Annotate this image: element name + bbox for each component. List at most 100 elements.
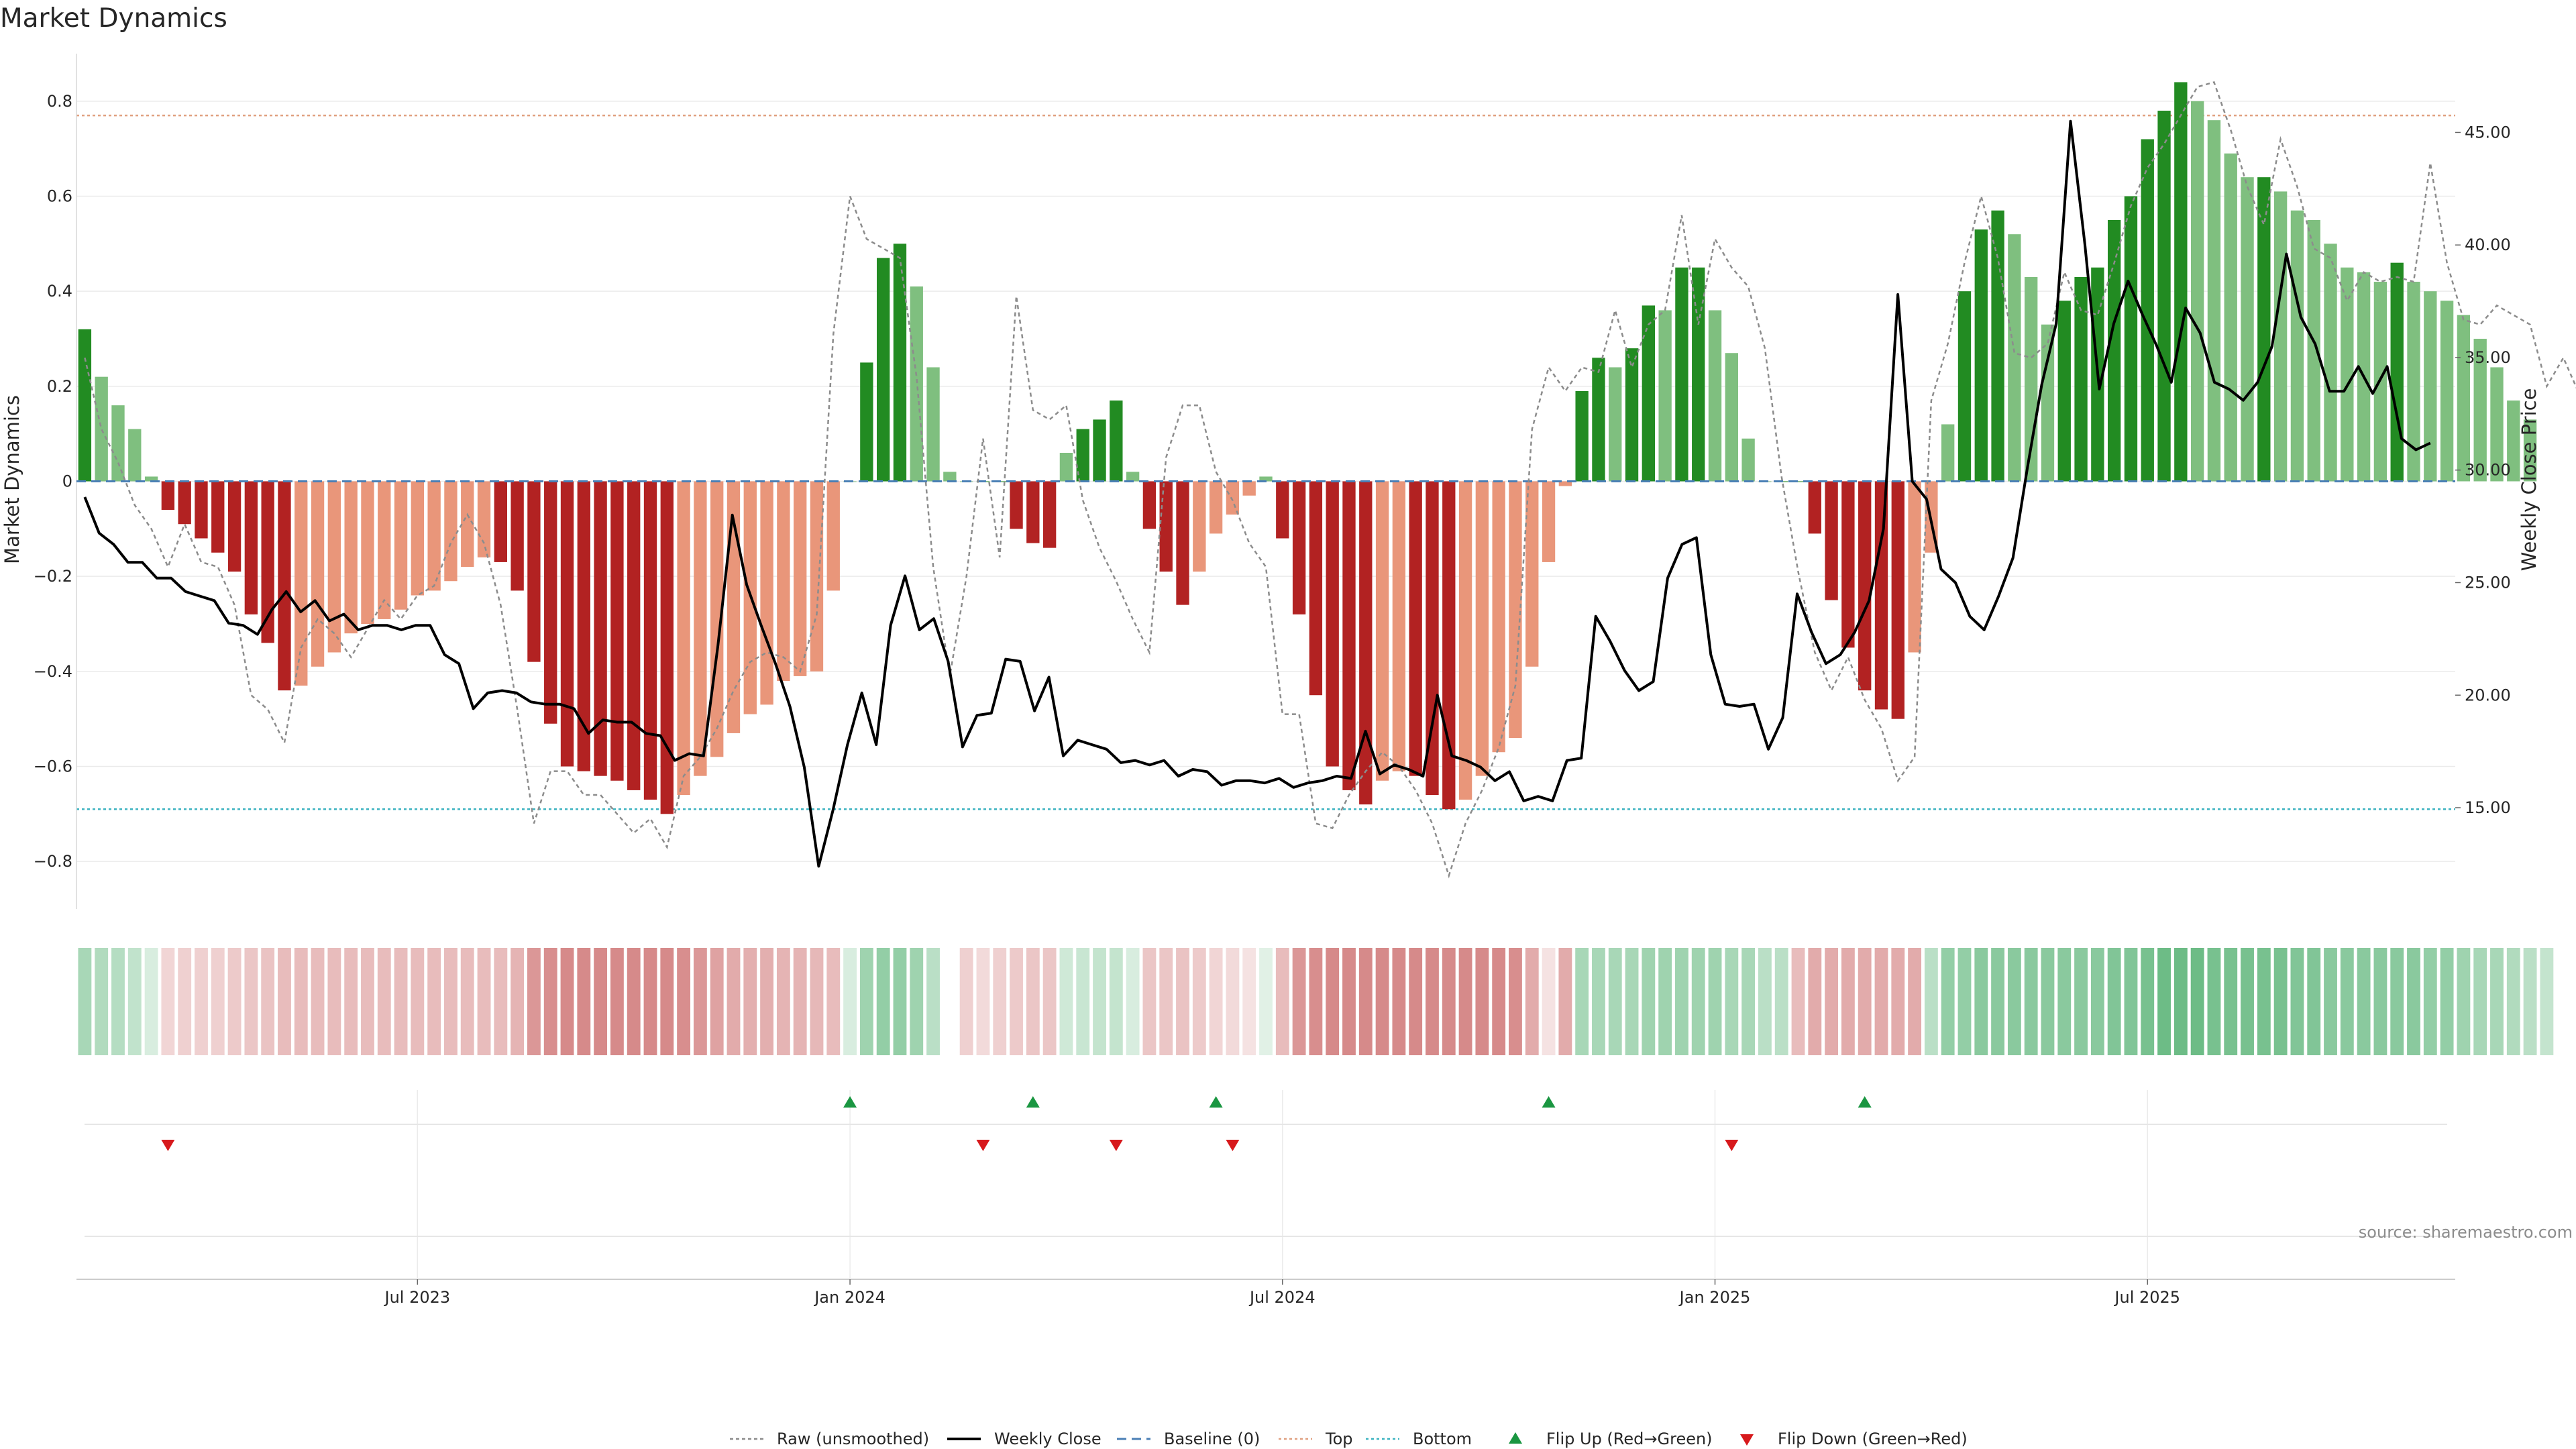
intensity-cell — [2506, 948, 2520, 1055]
legend-label: Raw (unsmoothed) — [777, 1430, 929, 1448]
momentum-bar — [1941, 424, 1955, 482]
intensity-cell — [1658, 948, 1672, 1055]
momentum-bar — [594, 481, 607, 776]
right-tick-label: 20.00 — [2465, 686, 2511, 704]
intensity-cell — [1475, 948, 1489, 1055]
intensity-cell — [743, 948, 757, 1055]
intensity-cell — [460, 948, 474, 1055]
flip-markers-panel — [85, 1096, 2447, 1151]
flip-up-marker — [1542, 1096, 1556, 1108]
momentum-bar — [1110, 400, 1123, 482]
intensity-cell — [1758, 948, 1772, 1055]
intensity-cell — [1192, 948, 1206, 1055]
intensity-cell — [2357, 948, 2371, 1055]
intensity-cell — [1226, 948, 1240, 1055]
intensity-cell — [543, 948, 557, 1055]
intensity-cell — [327, 948, 341, 1055]
intensity-cell — [1974, 948, 1988, 1055]
intensity-cell — [2390, 948, 2404, 1055]
intensity-cell — [1426, 948, 1439, 1055]
intensity-cell — [2523, 948, 2537, 1055]
intensity-cell — [2157, 948, 2171, 1055]
momentum-bar — [494, 481, 507, 562]
intensity-cell — [2124, 948, 2138, 1055]
x-tick-label: Jan 2024 — [813, 1288, 885, 1307]
intensity-cell — [1242, 948, 1256, 1055]
legend-swatch — [1740, 1434, 1754, 1446]
momentum-bar — [2407, 282, 2420, 482]
lines-layer — [83, 80, 2576, 879]
momentum-bar — [2507, 400, 2520, 482]
momentum-bar — [1426, 481, 1439, 795]
intensity-cell — [1492, 948, 1506, 1055]
left-y-axis: 0.8 0.6 0.4 0.2 0 −0.2 −0.4 −0.6 −0.8 — [34, 92, 72, 871]
momentum-bar — [461, 481, 474, 567]
momentum-bar — [1359, 481, 1373, 805]
intensity-cell — [1841, 948, 1855, 1055]
left-tick-label: 0 — [62, 472, 72, 491]
momentum-bar — [78, 329, 92, 482]
intensity-cell — [444, 948, 458, 1055]
momentum-bar — [1625, 348, 1639, 482]
momentum-bar — [477, 481, 491, 557]
momentum-bar — [244, 481, 258, 614]
intensity-cell — [127, 948, 142, 1055]
intensity-cell — [2473, 948, 2487, 1055]
momentum-bar — [1176, 481, 1189, 605]
momentum-bar — [777, 481, 790, 681]
intensity-cell — [1209, 948, 1223, 1055]
legend-label: Top — [1325, 1430, 1353, 1448]
x-tick-label: Jan 2025 — [1678, 1288, 1751, 1307]
intensity-cell — [2090, 948, 2104, 1055]
left-tick-label: −0.4 — [34, 662, 72, 681]
intensity-cell — [244, 948, 258, 1055]
intensity-cell — [976, 948, 990, 1055]
intensity-cell — [1375, 948, 1389, 1055]
intensity-cell — [859, 948, 873, 1055]
left-tick-label: −0.6 — [34, 757, 72, 776]
legend-item-flip_down: Flip Down (Green→Red) — [1740, 1430, 1968, 1448]
intensity-cell — [2141, 948, 2155, 1055]
intensity-cell — [1675, 948, 1688, 1055]
momentum-bar — [1242, 481, 1256, 496]
intensity-cell — [1292, 948, 1306, 1055]
source-note: source: sharemaestro.com — [2359, 1223, 2573, 1242]
intensity-cell — [660, 948, 674, 1055]
momentum-bar — [2257, 177, 2271, 482]
momentum-bar — [2490, 367, 2504, 482]
momentum-bar — [327, 481, 341, 653]
intensity-cell — [261, 948, 275, 1055]
intensity-cell — [760, 948, 774, 1055]
momentum-bar — [2141, 139, 2154, 482]
intensity-cell — [959, 948, 973, 1055]
momentum-bar — [1309, 481, 1323, 696]
legend-label: Weekly Close — [994, 1430, 1102, 1448]
intensity-cell — [144, 948, 158, 1055]
intensity-cell — [1858, 948, 1872, 1055]
momentum-bar — [2207, 120, 2221, 482]
intensity-cell — [627, 948, 641, 1055]
left-y-axis-label: Market Dynamics — [1, 395, 23, 564]
intensity-cell — [1059, 948, 1073, 1055]
legend-item-baseline: Baseline (0) — [1117, 1430, 1260, 1448]
intensity-cell — [1026, 948, 1040, 1055]
right-y-axis-label: Weekly Close Price — [2518, 388, 2540, 572]
intensity-cell — [2057, 948, 2072, 1055]
left-tick-label: 0.4 — [47, 282, 72, 301]
momentum-bar — [1841, 481, 1855, 648]
intensity-cell — [610, 948, 624, 1055]
intensity-cell — [111, 948, 125, 1055]
momentum-bar — [1342, 481, 1356, 790]
momentum-bar — [2307, 219, 2320, 482]
intensity-cell — [2373, 948, 2387, 1055]
momentum-bar — [1492, 481, 1505, 753]
momentum-bar — [2390, 262, 2404, 482]
momentum-bar — [1375, 481, 1389, 781]
momentum-bar — [1509, 481, 1522, 738]
momentum-bar — [2457, 315, 2471, 482]
intensity-cell — [1159, 948, 1173, 1055]
flip-down-marker — [1226, 1140, 1240, 1151]
intensity-cell — [876, 948, 890, 1055]
intensity-cell — [2540, 948, 2554, 1055]
momentum-bar — [1126, 472, 1140, 482]
